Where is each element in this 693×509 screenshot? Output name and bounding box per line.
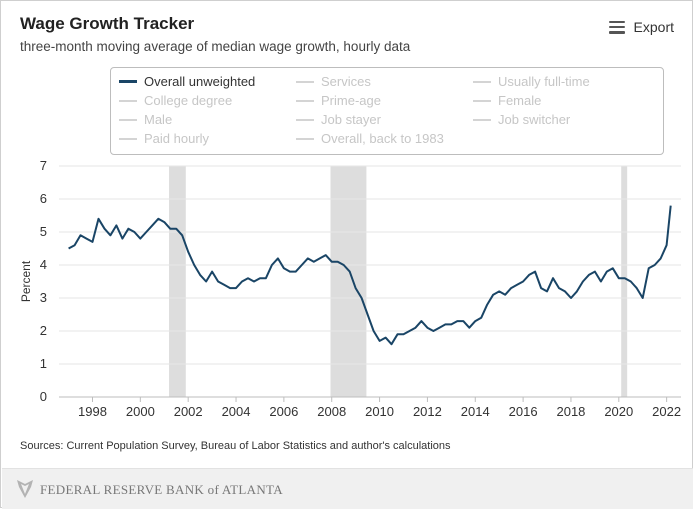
x-tick-label: 2018 [556,404,585,419]
x-tick-label: 2006 [269,404,298,419]
legend-swatch [119,99,137,102]
legend-swatch [473,99,491,102]
legend-label: Female [498,93,542,108]
y-tick-label: 5 [40,224,47,239]
legend-item-usually-full-time[interactable]: Usually full-time [473,74,590,89]
sources-note: Sources: Current Population Survey, Bure… [20,440,451,452]
x-tick-label: 2016 [509,404,538,419]
legend-label: Paid hourly [144,131,210,146]
legend-swatch [119,137,137,140]
export-button[interactable]: Export [608,19,674,35]
legend-item-services[interactable]: Services [296,74,371,89]
y-axis-label: Percent [19,260,33,302]
x-tick-label: 2020 [604,404,633,419]
legend-swatch [296,80,314,83]
legend-item-job-switcher[interactable]: Job switcher [473,112,570,127]
legend-label: Overall, back to 1983 [321,131,444,146]
y-tick-label: 6 [40,191,47,206]
legend-item-female[interactable]: Female [473,93,541,108]
x-tick-label: 2014 [461,404,490,419]
eagle-logo-icon [17,480,33,498]
y-tick-label: 4 [40,257,47,272]
legend-label: Prime-age [321,93,381,108]
legend-label: Job stayer [321,112,381,127]
line-chart: 0 1 2 3 4 5 6 7 1998 2000 2002 2004 2006 2008 2010 2012… [19,158,681,419]
legend-item-male[interactable]: Male [119,112,172,127]
y-tick-label: 3 [40,290,47,305]
x-tick-label: 2012 [413,404,442,419]
y-tick-label: 0 [40,389,47,404]
legend-swatch [119,118,137,121]
recession-band [621,166,628,397]
recession-band [169,166,186,397]
legend-label: Overall unweighted [144,74,256,89]
legend-swatch [296,137,314,140]
y-tick-label: 2 [40,323,47,338]
legend: Overall unweighted Services Usually full-t… [110,67,664,155]
legend-label: Services [321,74,371,89]
recession-band [330,166,367,397]
legend-label: Male [144,112,173,127]
x-tick-label: 2000 [126,404,155,419]
export-label: Export [633,19,674,35]
chart-title: Wage Growth Tracker [20,14,195,33]
legend-item-paid-hourly[interactable]: Paid hourly [119,131,209,146]
legend-swatch [296,99,314,102]
chart-subtitle: three-month moving average of median wag… [20,39,411,54]
legend-item-overall-back-to-1983[interactable]: Overall, back to 1983 [296,131,444,146]
x-tick-label: 2008 [317,404,346,419]
legend-swatch [296,118,314,121]
x-tick-label: 2022 [652,404,681,419]
y-tick-label: 1 [40,356,47,371]
x-tick-label: 1998 [78,404,107,419]
legend-swatch [473,80,491,83]
hamburger-menu-icon [608,20,625,34]
legend-item-overall-unweighted[interactable]: Overall unweighted [119,74,255,89]
legend-swatch [119,80,137,83]
y-tick-label: 7 [40,158,47,173]
org-logo-text: FEDERAL RESERVE BANK of ATLANTA [40,482,283,497]
legend-label: Job switcher [498,112,571,127]
series-line-overall-unweighted [68,205,672,346]
x-tick-label: 2002 [174,404,203,419]
legend-swatch [473,118,491,121]
legend-item-job-stayer[interactable]: Job stayer [296,112,381,127]
legend-label: College degree [144,93,233,108]
x-tick-label: 2004 [222,404,251,419]
legend-label: Usually full-time [498,74,590,89]
legend-item-prime-age[interactable]: Prime-age [296,93,381,108]
footer-bar: FEDERAL RESERVE BANK of ATLANTA [2,468,693,509]
x-tick-label: 2010 [365,404,394,419]
legend-item-college-degree[interactable]: College degree [119,93,232,108]
